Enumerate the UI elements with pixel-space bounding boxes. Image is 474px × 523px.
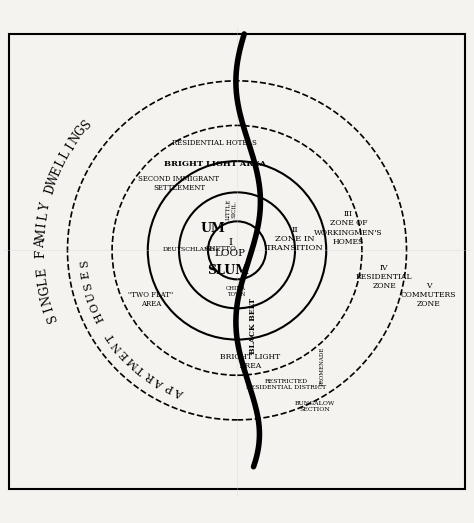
Text: IV
RESIDENTIAL
ZONE: IV RESIDENTIAL ZONE <box>356 264 412 290</box>
Text: D: D <box>43 183 58 196</box>
Text: T: T <box>105 331 117 343</box>
Text: L: L <box>58 149 73 162</box>
Text: L: L <box>36 211 51 221</box>
Text: L: L <box>54 157 69 169</box>
Text: W: W <box>46 172 62 188</box>
Text: II
ZONE IN
TRANSITION: II ZONE IN TRANSITION <box>266 226 324 253</box>
Text: S: S <box>79 117 94 131</box>
Text: DEUTSCHLAND: DEUTSCHLAND <box>163 247 215 252</box>
Text: "TWO FLAT"
AREA: "TWO FLAT" AREA <box>128 291 174 308</box>
Text: SLUM: SLUM <box>207 264 249 277</box>
Text: G: G <box>37 285 52 297</box>
Text: U: U <box>85 291 98 302</box>
Text: LITTLE
SICIL.: LITTLE SICIL. <box>226 198 237 220</box>
Text: BRIGHT LIGHT
AREA: BRIGHT LIGHT AREA <box>220 353 281 370</box>
Text: I: I <box>43 304 56 313</box>
Text: T: T <box>135 363 147 376</box>
Text: M: M <box>34 228 48 241</box>
Text: RESIDENTIAL HOTELS: RESIDENTIAL HOTELS <box>172 139 257 147</box>
Text: N: N <box>39 293 55 306</box>
Text: H: H <box>93 311 106 324</box>
Text: S: S <box>45 311 60 324</box>
Text: BUNGALOW
SECTION: BUNGALOW SECTION <box>295 401 335 412</box>
Text: PROMENADE: PROMENADE <box>319 347 324 386</box>
Text: CHINA
TOWN: CHINA TOWN <box>226 286 246 297</box>
Text: A: A <box>174 386 185 398</box>
Text: R: R <box>144 370 156 383</box>
Text: E: E <box>81 270 92 280</box>
Text: N: N <box>110 339 125 353</box>
Text: I
LOOP: I LOOP <box>215 238 246 258</box>
Text: N: N <box>67 131 83 147</box>
Text: III
ZONE OF
WORKINGMEN'S
HOMES: III ZONE OF WORKINGMEN'S HOMES <box>314 210 383 246</box>
Text: E: E <box>118 348 131 360</box>
Text: I: I <box>36 222 49 229</box>
Text: P: P <box>164 381 175 394</box>
Text: E: E <box>35 267 49 277</box>
Text: S: S <box>80 259 90 268</box>
Text: S: S <box>82 281 94 291</box>
Text: G: G <box>73 124 89 139</box>
Text: Y: Y <box>38 202 53 212</box>
Text: F: F <box>34 249 47 258</box>
Text: V
COMMUTERS
ZONE: V COMMUTERS ZONE <box>401 282 456 308</box>
Text: A: A <box>154 376 165 389</box>
Text: O: O <box>89 301 101 313</box>
Text: L: L <box>36 277 50 286</box>
Text: M: M <box>125 355 140 370</box>
Text: SECOND IMMIGRANT
SETTLEMENT: SECOND IMMIGRANT SETTLEMENT <box>138 175 219 192</box>
Text: RESTRICTED
RESIDENTIAL DISTRICT: RESTRICTED RESIDENTIAL DISTRICT <box>246 379 326 390</box>
Text: I: I <box>64 141 77 152</box>
Text: UM: UM <box>200 222 225 234</box>
Text: BRIGHT LIGHT AREA: BRIGHT LIGHT AREA <box>164 161 266 168</box>
Text: BLACK BELT: BLACK BELT <box>249 298 256 354</box>
Text: A: A <box>34 240 47 248</box>
Text: E: E <box>49 165 65 178</box>
Text: GHETTO: GHETTO <box>204 245 236 253</box>
